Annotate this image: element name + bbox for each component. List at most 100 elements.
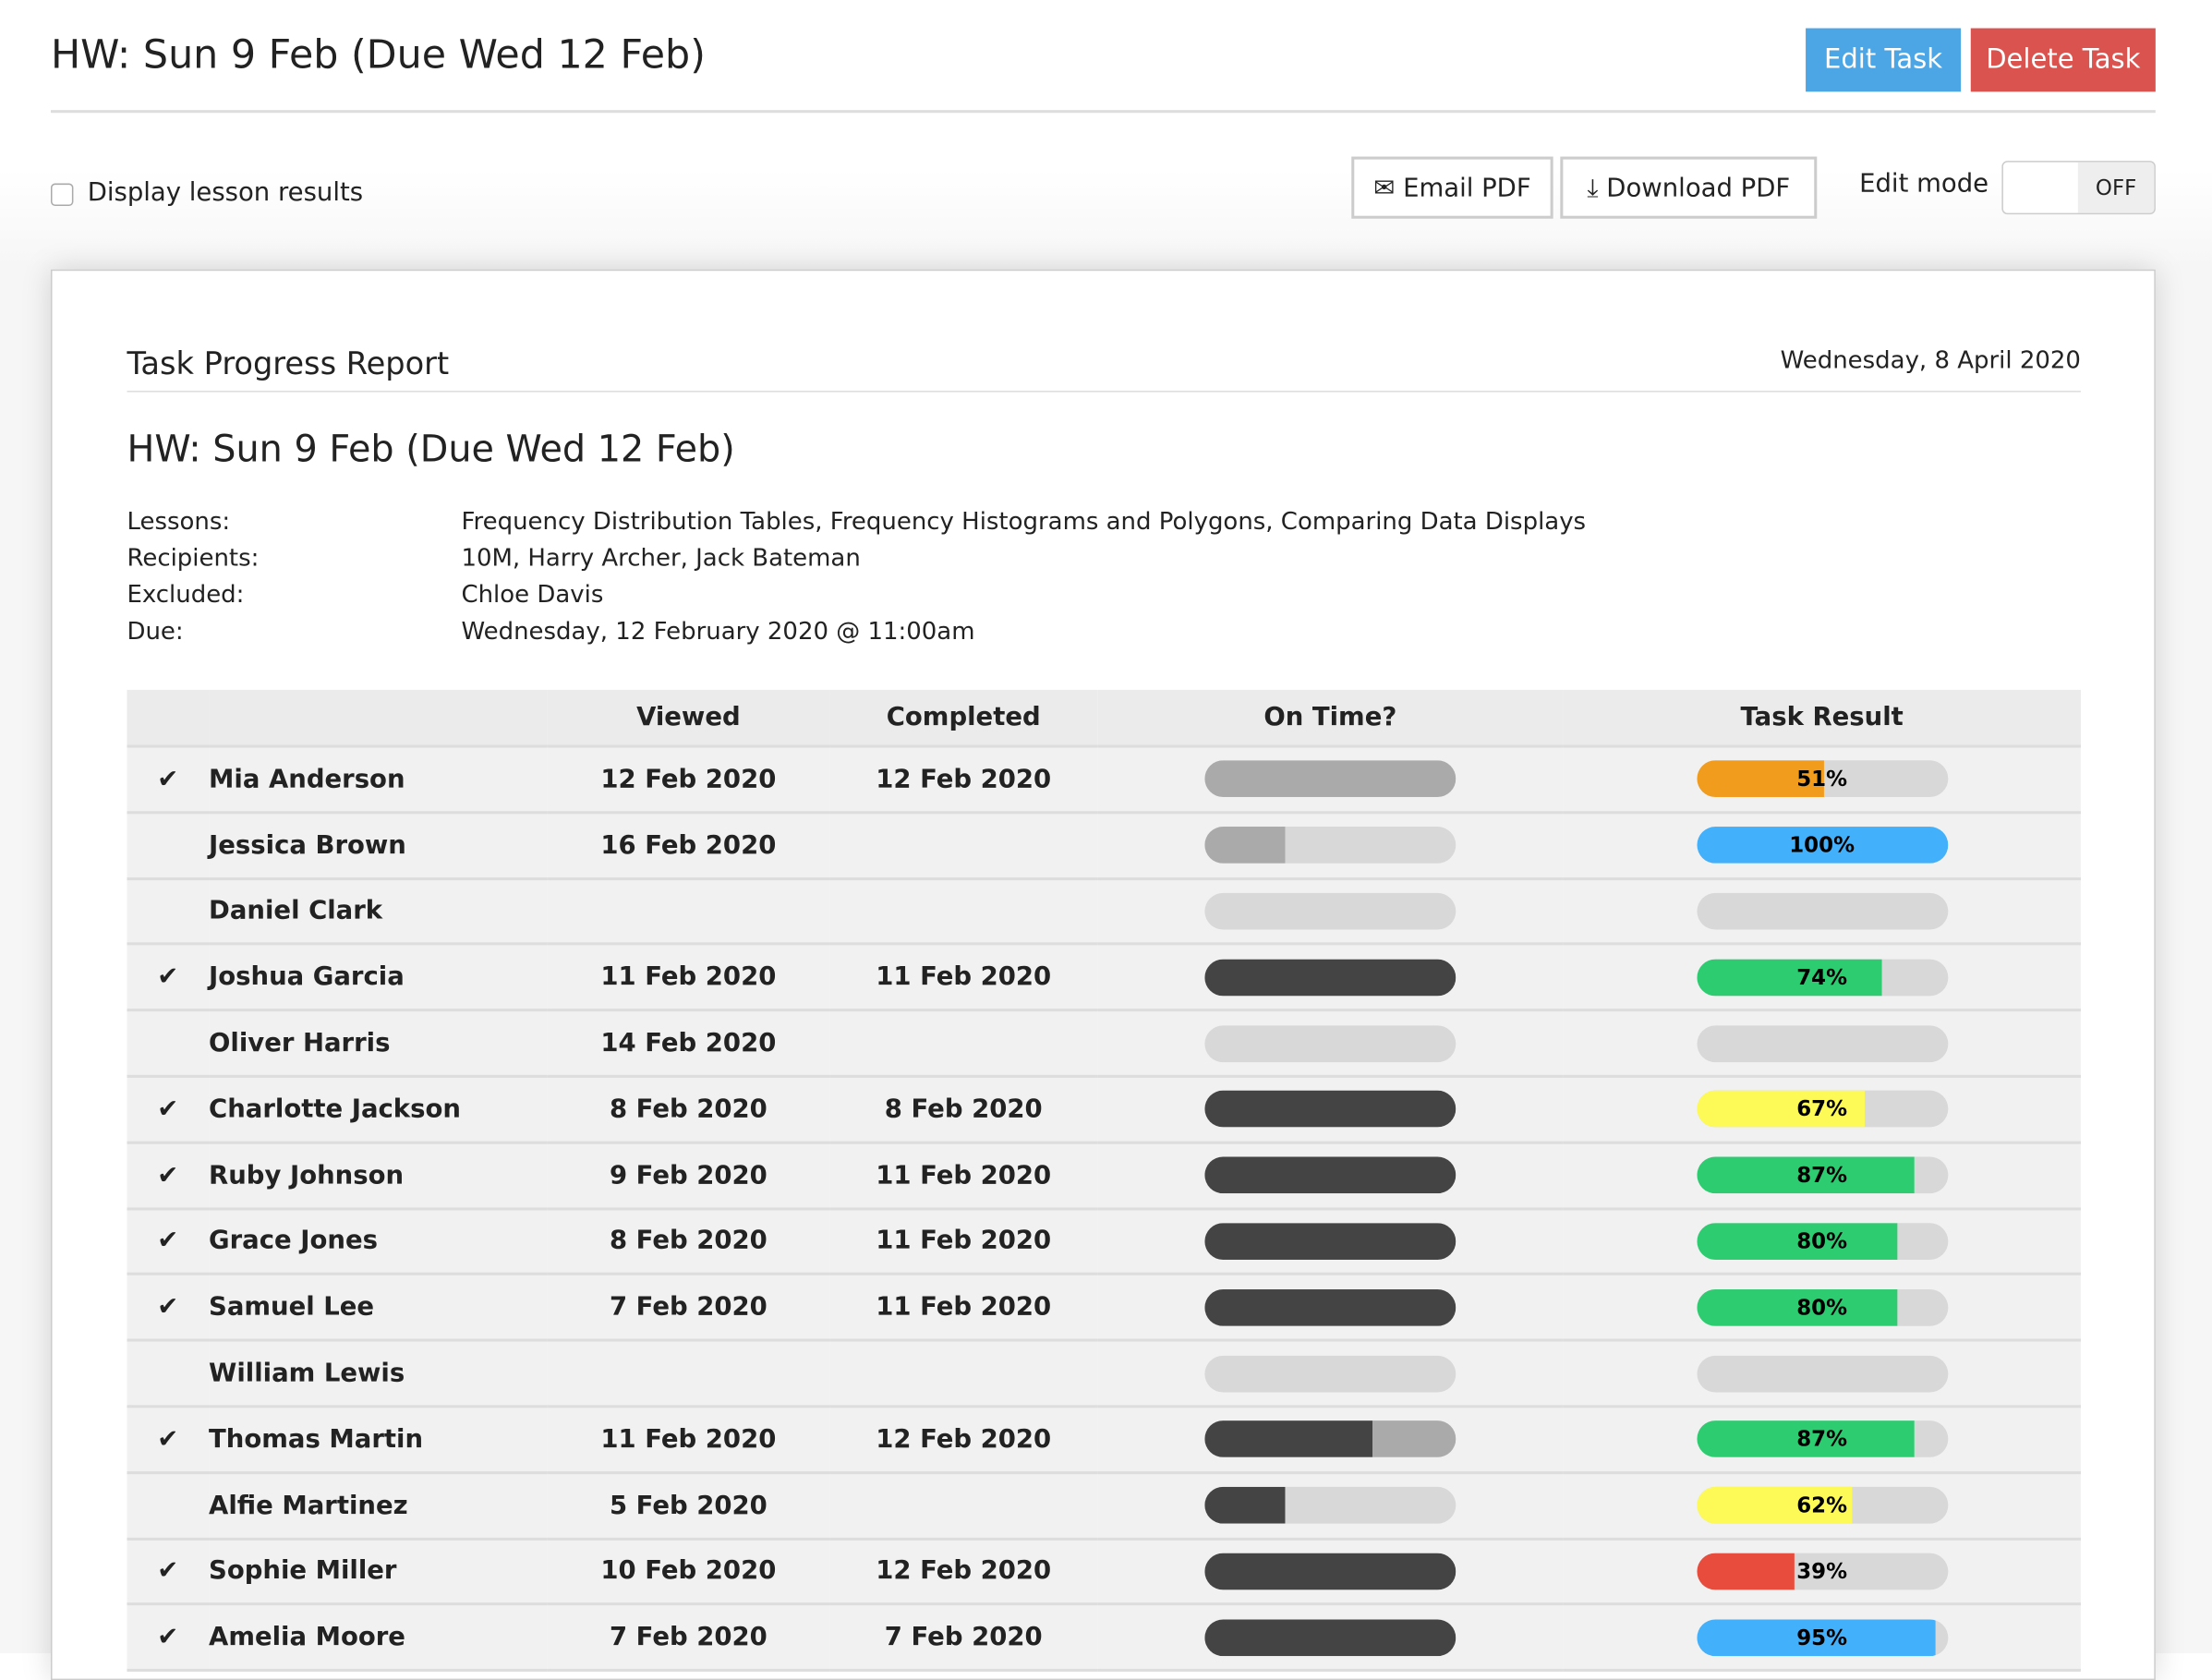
completed-date: 12 Feb 2020 — [829, 1406, 1098, 1474]
info-label: Excluded: — [127, 581, 245, 610]
check-icon: ✔ — [127, 1604, 210, 1673]
task-result-label: 87% — [1796, 1426, 1848, 1453]
table-row: ✔ Mia Anderson 12 Feb 2020 12 Feb 2020 5… — [127, 745, 2081, 814]
column-header: Completed — [829, 689, 1098, 748]
task-result-label: 80% — [1796, 1294, 1848, 1321]
student-name: Amelia Moore — [209, 1604, 548, 1673]
student-name: Joshua Garcia — [209, 944, 548, 1012]
on-time-bar — [1204, 1288, 1457, 1326]
edit-mode-label: Edit mode — [1859, 169, 1989, 199]
on-time-segment — [1204, 1420, 1373, 1458]
task-result-fill — [1696, 1487, 1853, 1524]
task-result-label: 80% — [1796, 1228, 1848, 1254]
delete-task-button[interactable]: Delete Task — [1970, 28, 2156, 92]
table-row: Daniel Clark — [127, 877, 2081, 946]
student-name: Oliver Harris — [209, 1009, 548, 1078]
viewed-date: 7 Feb 2020 — [547, 1274, 830, 1342]
student-name: Alfie Martinez — [209, 1472, 548, 1541]
on-time-bar — [1204, 1619, 1457, 1656]
on-time-bar — [1204, 1223, 1457, 1260]
check-icon: ✔ — [127, 1208, 210, 1276]
table-row: ✔ Thomas Martin 11 Feb 2020 12 Feb 2020 … — [127, 1406, 2081, 1474]
edit-mode-toggle[interactable]: OFF — [2001, 161, 2156, 215]
report-title: HW: Sun 9 Feb (Due Wed 12 Feb) — [127, 429, 735, 472]
on-time-bar — [1204, 1420, 1457, 1458]
on-time-bar — [1204, 1553, 1457, 1590]
viewed-date — [547, 1340, 830, 1408]
viewed-date: 9 Feb 2020 — [547, 1142, 830, 1210]
task-result-label: 62% — [1796, 1493, 1848, 1518]
column-header: Viewed — [547, 689, 830, 748]
table-row: William Lewis — [127, 1340, 2081, 1408]
task-result-fill — [1696, 1619, 1935, 1656]
envelope-icon: ✉ — [1373, 173, 1396, 203]
info-label: Lessons: — [127, 507, 231, 537]
task-result-label: 74% — [1796, 964, 1848, 990]
report-divider — [127, 391, 2081, 393]
info-value: Chloe Davis — [461, 581, 604, 610]
toggle-state: OFF — [2077, 162, 2155, 213]
viewed-date: 14 Feb 2020 — [547, 1009, 830, 1078]
task-result-bar — [1696, 1355, 1948, 1392]
table-row: Jessica Brown 16 Feb 2020 100% — [127, 812, 2081, 880]
task-result-bar: 80% — [1696, 1288, 1948, 1326]
completed-date — [829, 877, 1098, 946]
check-icon: ✔ — [127, 1538, 210, 1606]
table-row: ✔ Grace Jones 8 Feb 2020 11 Feb 2020 80% — [127, 1208, 2081, 1276]
download-pdf-label: Download PDF — [1606, 173, 1791, 203]
on-time-bar — [1204, 1024, 1457, 1062]
edit-task-button[interactable]: Edit Task — [1806, 28, 1962, 92]
on-time-bar — [1204, 827, 1457, 864]
table-row: ✔ Amelia Moore 7 Feb 2020 7 Feb 2020 95% — [127, 1604, 2081, 1673]
student-name: Sophie Miller — [209, 1538, 548, 1606]
on-time-segment — [1204, 1553, 1457, 1590]
viewed-date: 7 Feb 2020 — [547, 1604, 830, 1673]
download-pdf-button[interactable]: ⤓ Download PDF — [1560, 156, 1818, 219]
task-result-fill — [1696, 1091, 1865, 1128]
task-result-fill — [1696, 827, 1948, 864]
column-header: Task Result — [1563, 689, 2081, 748]
viewed-date: 16 Feb 2020 — [547, 812, 830, 880]
completed-date: 11 Feb 2020 — [829, 1208, 1098, 1276]
on-time-bar — [1204, 959, 1457, 997]
report-date: Wednesday, 8 April 2020 — [1780, 346, 2081, 376]
info-label: Due: — [127, 618, 184, 647]
late-segment — [1204, 760, 1457, 798]
task-result-bar: 62% — [1696, 1487, 1948, 1524]
column-header — [127, 689, 210, 748]
info-value: 10M, Harry Archer, Jack Bateman — [461, 544, 861, 574]
on-time-bar — [1204, 760, 1457, 798]
table-row: ✔ Ruby Johnson 9 Feb 2020 11 Feb 2020 87… — [127, 1142, 2081, 1210]
display-lesson-results-checkbox[interactable] — [50, 183, 74, 207]
completed-date — [829, 1472, 1098, 1541]
task-result-label: 87% — [1796, 1162, 1848, 1189]
completed-date: 12 Feb 2020 — [829, 745, 1098, 814]
display-lesson-results-label[interactable]: Display lesson results — [87, 177, 364, 208]
info-label: Recipients: — [127, 544, 260, 574]
student-name: Charlotte Jackson — [209, 1076, 548, 1144]
student-name: Daniel Clark — [209, 877, 548, 946]
student-name: Thomas Martin — [209, 1406, 548, 1474]
check-icon: ✔ — [127, 1274, 210, 1342]
student-name: William Lewis — [209, 1340, 548, 1408]
on-time-bar — [1204, 1487, 1457, 1524]
task-result-label: 95% — [1796, 1625, 1848, 1650]
check-icon: ✔ — [127, 944, 210, 1012]
task-result-bar: 95% — [1696, 1619, 1948, 1656]
download-icon: ⤓ — [1587, 173, 1599, 203]
check-icon: ✔ — [127, 745, 210, 814]
check-icon: ✔ — [127, 1406, 210, 1474]
on-time-bar — [1204, 1156, 1457, 1194]
student-name: Ruby Johnson — [209, 1142, 548, 1210]
on-time-segment — [1204, 959, 1457, 997]
viewed-date: 11 Feb 2020 — [547, 1406, 830, 1474]
task-result-fill — [1696, 1420, 1916, 1458]
viewed-date: 5 Feb 2020 — [547, 1472, 830, 1541]
on-time-segment — [1204, 1223, 1457, 1260]
email-pdf-button[interactable]: ✉ Email PDF — [1351, 156, 1553, 219]
email-pdf-label: Email PDF — [1403, 173, 1531, 203]
task-result-bar: 87% — [1696, 1420, 1948, 1458]
task-result-bar: 80% — [1696, 1223, 1948, 1260]
on-time-segment — [1204, 1619, 1457, 1656]
